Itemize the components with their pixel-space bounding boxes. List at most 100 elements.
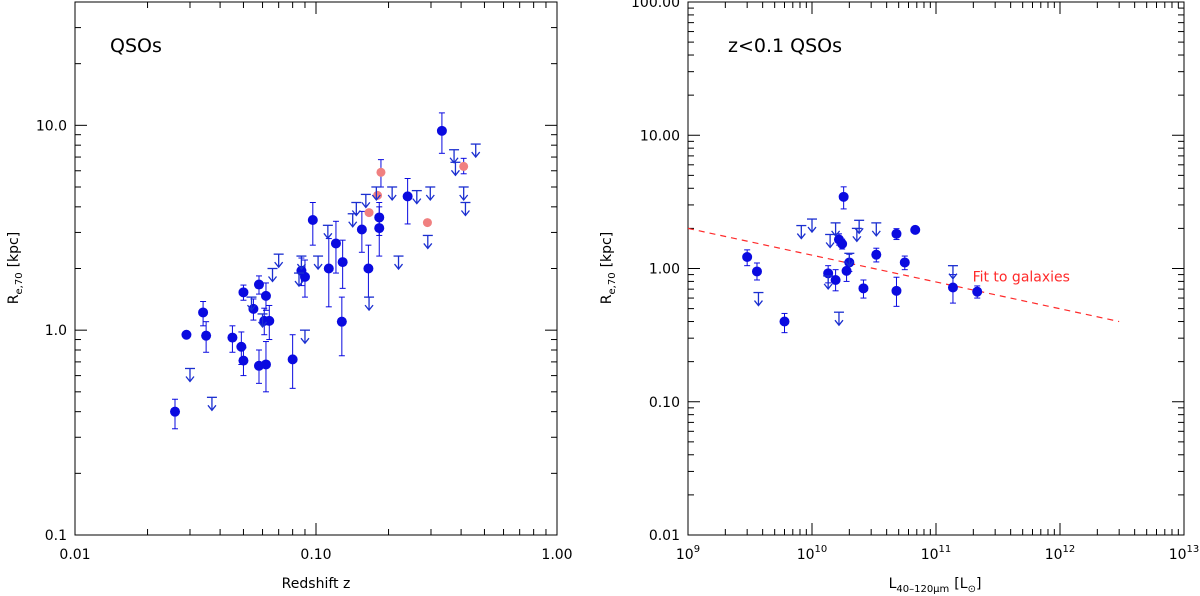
left-y-axis-label: Re,70 [kpc] bbox=[6, 232, 25, 304]
left-data-point bbox=[299, 271, 310, 282]
left-upper-limit-arrowhead bbox=[348, 221, 358, 228]
right-x-tick-label-exp: 13 bbox=[1187, 544, 1200, 555]
right-y-axis-label: Re,70 [kpc] bbox=[599, 232, 618, 304]
left-data-point bbox=[236, 341, 247, 352]
left-upper-limit-arrowhead bbox=[185, 376, 195, 383]
right-y-tick-label: 100.00 bbox=[631, 0, 680, 11]
right-x-tick-label-base: 10 bbox=[921, 547, 939, 563]
left-upper-limit-arrowhead bbox=[268, 276, 278, 283]
right-x-label-unit-end: ] bbox=[976, 576, 981, 592]
left-upper-limit-arrowhead bbox=[394, 263, 404, 271]
left-y-tick-label: 10.0 bbox=[36, 118, 67, 134]
right-x-label-main: L bbox=[889, 576, 897, 592]
left-data-point bbox=[253, 279, 264, 290]
left-upper-limit-arrowhead bbox=[364, 304, 374, 312]
right-upper-limit-arrowhead bbox=[844, 260, 854, 268]
right-x-tick-label-base: 10 bbox=[676, 547, 694, 563]
right-y-label-unit: [kpc] bbox=[599, 232, 615, 268]
left-data-point bbox=[436, 125, 447, 136]
right-y-tick-label: 1.00 bbox=[649, 262, 680, 278]
left-data-point bbox=[330, 238, 341, 249]
right-data-point bbox=[742, 251, 753, 262]
right-data-point bbox=[858, 283, 869, 294]
right-upper-limit-arrowhead bbox=[823, 283, 833, 290]
left-data-point bbox=[264, 315, 275, 326]
right-data-point bbox=[779, 316, 790, 327]
left-upper-limit-arrowhead bbox=[207, 404, 217, 412]
left-upper-limit-arrowhead bbox=[246, 304, 257, 312]
right-upper-limit-arrowhead bbox=[796, 233, 806, 240]
left-x-tick-label: 0.10 bbox=[300, 547, 331, 563]
left-upper-limit-arrowhead bbox=[361, 201, 371, 209]
right-x-tick-label-exp: 12 bbox=[1063, 544, 1076, 555]
left-x-tick-label: 1.00 bbox=[541, 547, 572, 563]
right-upper-limit-arrowhead bbox=[871, 230, 881, 237]
left-upper-limit-arrowhead bbox=[323, 232, 333, 240]
left-upper-limit-arrowhead bbox=[294, 280, 304, 288]
left-data-marks bbox=[170, 112, 481, 430]
right-x-tick-label-base: 10 bbox=[1045, 547, 1063, 563]
left-upper-limit-arrowhead bbox=[300, 337, 310, 345]
right-data-marks bbox=[742, 186, 983, 334]
right-y-tick-label: 0.10 bbox=[649, 395, 680, 411]
right-data-point bbox=[891, 228, 902, 239]
left-y-tick-label: 1.0 bbox=[45, 323, 67, 339]
right-x-tick-label-exp: 10 bbox=[815, 544, 828, 555]
left-upper-limit-arrowhead bbox=[450, 169, 460, 177]
left-upper-limit-arrowhead bbox=[313, 263, 323, 271]
left-upper-limit-arrowhead bbox=[351, 210, 361, 217]
right-upper-limit-arrowhead bbox=[807, 226, 817, 234]
left-upper-limit-arrowhead bbox=[423, 243, 433, 250]
right-plot-frame bbox=[687, 1, 1185, 536]
left-data-point bbox=[323, 263, 334, 274]
left-data-point bbox=[260, 290, 271, 301]
left-data-point bbox=[287, 354, 298, 365]
left-data-point bbox=[181, 329, 192, 340]
right-x-tick-label: 109 bbox=[676, 544, 700, 563]
right-y-label-sub: e,70 bbox=[607, 272, 618, 294]
left-data-point bbox=[170, 406, 181, 417]
left-y-label-main: R bbox=[6, 294, 22, 304]
left-data-point bbox=[337, 257, 348, 268]
left-upper-limit-arrowhead bbox=[387, 194, 397, 202]
right-upper-limit-arrowhead bbox=[948, 273, 958, 280]
right-y-tick-label: 0.01 bbox=[649, 528, 680, 544]
right-x-tick-label-exp: 11 bbox=[939, 544, 952, 555]
left-x-tick-label: 0.01 bbox=[59, 547, 90, 563]
right-data-point bbox=[838, 191, 849, 202]
left-axes-ticks: 0.01 0.10 1.00 0.1 1.0 10.0 bbox=[36, 1, 573, 563]
right-panel-title: z<0.1 QSOs bbox=[728, 35, 842, 57]
left-plot-frame bbox=[74, 1, 558, 536]
left-data-point bbox=[356, 224, 367, 235]
left-y-label-sub: e,70 bbox=[14, 272, 25, 294]
right-upper-limit-arrowhead bbox=[834, 319, 844, 327]
right-data-point bbox=[899, 257, 910, 268]
right-data-point bbox=[891, 285, 902, 296]
right-fit-line bbox=[687, 227, 1120, 323]
left-upper-limit-arrowhead bbox=[459, 194, 469, 202]
left-data-point bbox=[307, 214, 318, 225]
left-upper-limit-arrowhead bbox=[412, 198, 422, 205]
left-upper-limit-arrowhead bbox=[274, 261, 284, 269]
left-highlighted-point bbox=[422, 218, 432, 228]
left-highlighted-point bbox=[376, 167, 386, 177]
left-upper-limit-arrowhead bbox=[425, 194, 435, 202]
left-upper-limit-arrowhead bbox=[371, 194, 381, 202]
right-axes-ticks: 109 1010 1011 1012 10130.010.101.0010.00100.… bbox=[631, 0, 1199, 563]
right-x-tick-label: 1010 bbox=[797, 544, 828, 563]
left-upper-limit-arrowhead bbox=[471, 151, 481, 159]
left-upper-limit-arrowhead bbox=[258, 321, 268, 328]
left-upper-limit-arrowhead bbox=[296, 263, 306, 271]
right-upper-limit-arrowhead bbox=[854, 227, 864, 235]
left-data-point bbox=[402, 191, 413, 202]
left-data-point bbox=[198, 307, 209, 318]
right-x-tick-label: 1011 bbox=[921, 544, 952, 563]
left-x-axis-label: Redshift z bbox=[282, 576, 351, 592]
left-data-point bbox=[260, 359, 271, 370]
right-x-tick-label-exp: 9 bbox=[694, 544, 700, 555]
right-x-tick-label-base: 10 bbox=[797, 547, 815, 563]
left-data-point bbox=[238, 355, 249, 366]
left-data-point bbox=[374, 223, 385, 234]
